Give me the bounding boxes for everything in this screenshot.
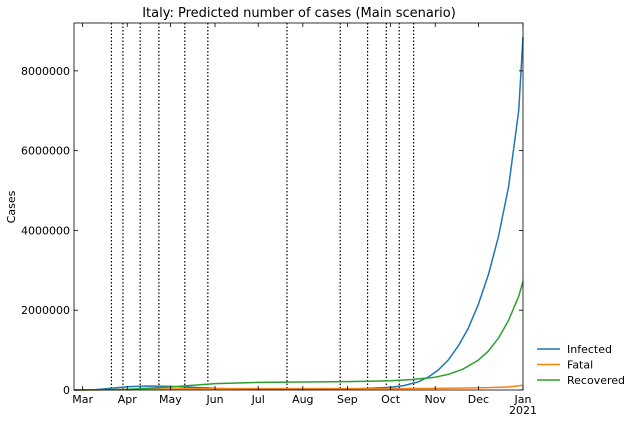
plot-frame (73, 22, 524, 391)
x-tick-label: May (159, 393, 182, 406)
x-tick-label: Dec (468, 393, 489, 406)
x-tick-label: Jul (251, 393, 265, 406)
y-tick-label: 8000000 (21, 65, 70, 78)
x-tick-label: Jun (205, 393, 223, 406)
series-line-infected (73, 36, 524, 391)
legend-label-infected: Infected (567, 343, 612, 356)
series-lines (73, 36, 524, 391)
legend-label-recovered: Recovered (567, 374, 625, 387)
y-tick-label: 6000000 (21, 145, 70, 158)
legend: Infected Fatal Recovered (537, 343, 625, 387)
x-tick-label: Jan (514, 393, 532, 406)
x-tick-label: Sep (337, 393, 358, 406)
series-line-recovered (73, 281, 524, 391)
x-tick-label: Oct (381, 393, 401, 406)
y-tick-label: 2000000 (21, 304, 70, 317)
x-tick-label: Mar (72, 393, 93, 406)
legend-label-fatal: Fatal (567, 359, 593, 372)
x-tick-label: Apr (118, 393, 138, 406)
y-tick-label: 0 (63, 384, 70, 397)
x-tick-label: Aug (292, 393, 313, 406)
y-axis-ticks: 0 2000000 4000000 6000000 8000000 (21, 65, 523, 397)
y-tick-label: 4000000 (21, 224, 70, 237)
x-tick-label: Nov (424, 393, 446, 406)
x-tick-sublabel: 2021 (509, 404, 537, 417)
chart-title: Italy: Predicted number of cases (Main s… (142, 6, 456, 21)
y-axis-label: Cases (5, 190, 18, 223)
vertical-marker-lines (110, 23, 415, 390)
